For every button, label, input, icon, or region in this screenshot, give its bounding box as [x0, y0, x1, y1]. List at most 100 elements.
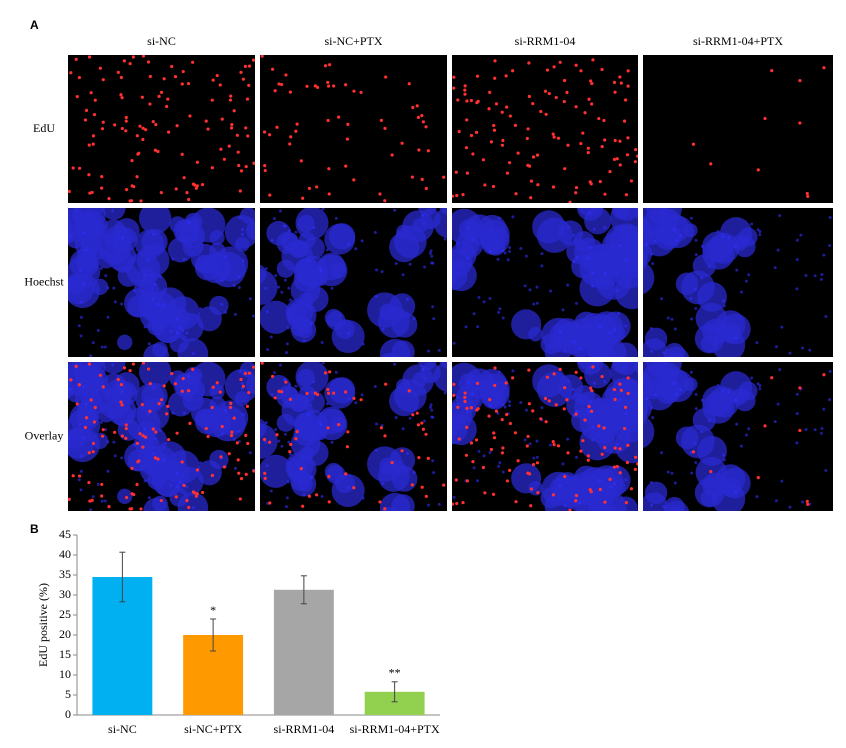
nucleus-cluster: [68, 223, 74, 245]
nucleus: [603, 271, 607, 275]
nucleus: [535, 455, 539, 459]
edu-dot: [516, 151, 520, 155]
nucleus: [264, 421, 268, 425]
edu-dot: [284, 73, 288, 77]
edu-dot: [119, 400, 123, 404]
nucleus-cluster: [654, 225, 672, 243]
edu-dot: [805, 499, 809, 504]
edu-dot: [612, 465, 617, 469]
edu-dot: [344, 390, 348, 394]
nucleus: [82, 282, 86, 286]
edu-dot: [461, 193, 465, 197]
nucleus: [561, 308, 565, 312]
nucleus: [535, 439, 539, 443]
nucleus: [427, 503, 431, 507]
nucleus: [549, 289, 553, 293]
edu-dot: [263, 471, 267, 475]
edu-dot: [547, 399, 551, 403]
nucleus: [248, 297, 252, 301]
row-label: Overlay: [25, 428, 64, 442]
y-tick-label: 25: [59, 607, 71, 621]
edu-dot: [232, 416, 236, 420]
edu-dot: [139, 199, 143, 203]
nucleus: [482, 300, 486, 304]
nucleus: [467, 226, 471, 230]
nucleus-cluster: [485, 236, 506, 256]
nucleus: [617, 312, 621, 316]
nucleus: [591, 425, 595, 429]
nucleus: [103, 345, 107, 349]
edu-dot: [181, 377, 185, 381]
edu-dot: [424, 494, 428, 498]
nucleus-cluster: [330, 262, 347, 279]
nucleus: [501, 316, 505, 320]
nucleus: [380, 270, 384, 274]
edu-dot: [806, 502, 810, 506]
nucleus-cluster: [76, 254, 96, 274]
edu-dot: [273, 89, 277, 93]
edu-dot: [252, 469, 255, 473]
nucleus: [828, 370, 832, 374]
nucleus: [456, 241, 460, 245]
edu-dot: [135, 134, 139, 138]
nucleus-cluster: [174, 467, 204, 496]
nucleus: [78, 269, 82, 273]
nucleus: [727, 390, 731, 394]
edu-dot: [332, 391, 336, 395]
edu-dot: [107, 505, 111, 509]
nucleus: [270, 238, 274, 242]
edu-dot: [756, 476, 760, 480]
nucleus-cluster: [141, 382, 168, 409]
edu-dot: [263, 476, 267, 480]
edu-dot: [545, 375, 550, 379]
edu-dot: [227, 452, 231, 456]
nucleus: [171, 257, 175, 261]
nucleus-cluster: [712, 482, 746, 511]
edu-dot: [634, 455, 638, 459]
edu-dot: [579, 69, 583, 73]
edu-dot: [235, 441, 239, 445]
edu-dot: [536, 183, 540, 187]
nucleus-cluster: [196, 460, 222, 486]
edu-dot: [130, 492, 134, 496]
nucleus: [778, 214, 782, 218]
edu-dot: [148, 409, 152, 413]
edu-dot: [417, 148, 421, 152]
nucleus: [694, 461, 698, 465]
nucleus: [756, 382, 760, 386]
edu-dot: [476, 407, 480, 411]
edu-dot: [481, 465, 485, 470]
edu-dot: [763, 116, 767, 121]
nucleus: [566, 437, 570, 441]
edu-dot: [119, 75, 124, 80]
edu-dot: [116, 70, 120, 74]
nucleus: [374, 448, 378, 452]
edu-dot: [556, 136, 561, 140]
nucleus: [700, 398, 704, 402]
nucleus: [670, 317, 674, 321]
edu-dot: [603, 500, 607, 504]
nucleus-cluster: [738, 381, 758, 401]
edu-dot: [613, 138, 617, 143]
edu-dot: [618, 447, 622, 451]
edu-dot: [148, 102, 152, 106]
edu-dot: [454, 478, 458, 482]
edu-dot: [268, 440, 272, 444]
nucleus-cluster: [144, 436, 160, 451]
edu-dot: [128, 369, 132, 373]
edu-dot: [626, 136, 630, 140]
micrograph: [68, 208, 255, 357]
edu-dot: [210, 405, 214, 410]
nucleus: [609, 331, 613, 335]
nucleus: [266, 347, 270, 351]
edu-dot: [456, 405, 460, 409]
edu-dot: [591, 58, 595, 62]
nucleus: [431, 459, 435, 463]
nucleus: [528, 442, 532, 446]
edu-dot: [138, 432, 142, 436]
edu-dot: [574, 412, 578, 416]
edu-dot: [89, 91, 93, 95]
edu-dot: [586, 458, 590, 462]
nucleus: [79, 315, 83, 319]
